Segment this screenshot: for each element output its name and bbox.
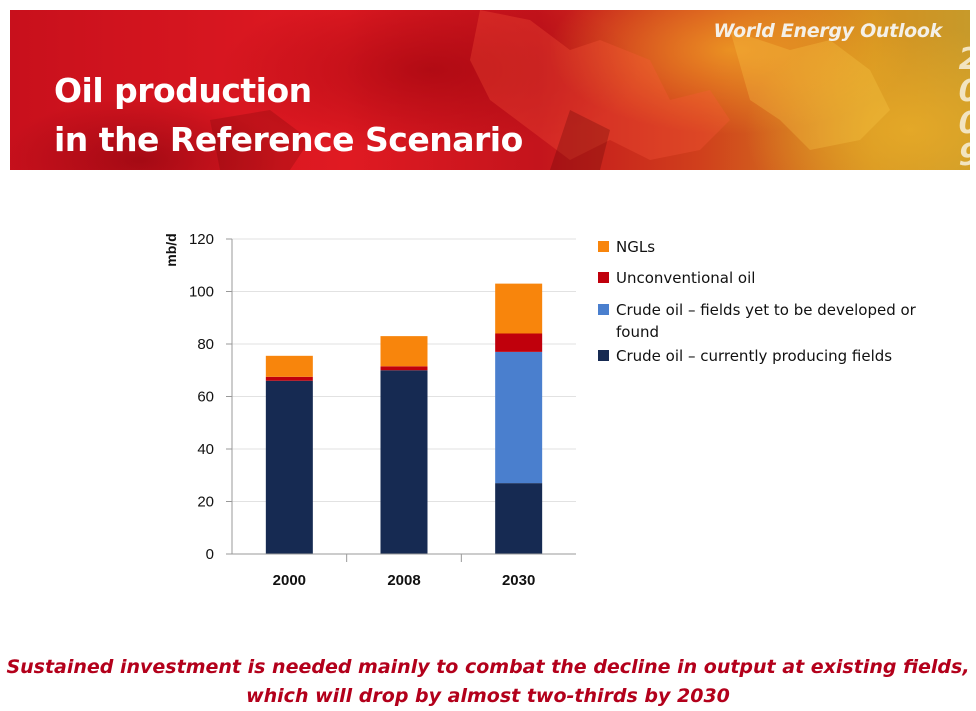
title-line-1: Oil production xyxy=(54,71,312,110)
legend-item-ngls: NGLs xyxy=(598,236,916,258)
y-tick-label: 80 xyxy=(197,336,214,353)
legend-item-crude-currently-producing: Crude oil – currently producing fields xyxy=(598,345,916,367)
legend-swatch xyxy=(598,350,609,361)
legend-swatch xyxy=(598,272,609,283)
page-title: Oil production in the Reference Scenario xyxy=(54,66,523,164)
y-tick-label: 100 xyxy=(189,284,214,301)
legend-label: NGLs xyxy=(616,238,656,256)
x-tick-label: 2000 xyxy=(273,572,306,589)
header-banner: Oil production in the Reference Scenario… xyxy=(10,10,970,170)
year-digit: 2 xyxy=(954,44,970,76)
chart-axes: 0 20 40 60 80 100 120 2000 2008 2030 xyxy=(189,231,576,589)
legend-label: Unconventional oil xyxy=(616,269,756,287)
y-tick-label: 0 xyxy=(206,546,214,563)
bar-segment xyxy=(265,355,313,377)
bar-segment xyxy=(380,370,428,554)
bar-segment xyxy=(495,333,543,352)
legend-swatch xyxy=(598,241,609,252)
y-axis-label: mb/d xyxy=(163,233,179,266)
bar-segment xyxy=(495,351,543,484)
year-vertical: 2 0 0 9 xyxy=(954,44,970,171)
world-map-background xyxy=(210,10,890,170)
caption-line-2: which will drop by almost two-thirds by … xyxy=(246,685,730,707)
slide-caption: Sustained investment is needed mainly to… xyxy=(0,653,976,711)
legend-item-unconventional-oil: Unconventional oil xyxy=(598,267,916,289)
bar-segment xyxy=(380,366,428,371)
brand-logo-text: World Energy Outlook xyxy=(713,20,943,42)
y-tick-label: 120 xyxy=(189,231,214,248)
x-tick-label: 2008 xyxy=(387,572,420,589)
legend-label: Crude oil – currently producing fields xyxy=(616,347,893,365)
legend-swatch xyxy=(598,304,609,315)
bar-segment xyxy=(380,336,428,367)
y-tick-label: 40 xyxy=(197,441,214,458)
year-digit: 0 xyxy=(954,76,970,108)
bar-segment xyxy=(265,376,313,381)
x-tick-label: 2030 xyxy=(502,572,535,589)
caption-line-1: Sustained investment is needed mainly to… xyxy=(6,656,970,678)
bar-segment xyxy=(495,283,543,334)
legend-label: Crude oil – fields yet to be developed o… xyxy=(616,301,916,341)
bar-segment xyxy=(265,380,313,554)
title-line-2: in the Reference Scenario xyxy=(54,120,523,159)
year-digit: 9 xyxy=(954,140,970,171)
year-digit: 0 xyxy=(954,108,970,140)
y-tick-label: 60 xyxy=(197,389,214,406)
chart-bars xyxy=(265,283,543,554)
legend-item-crude-yet-to-be-developed: Crude oil – fields yet to be developed o… xyxy=(598,299,916,343)
bar-segment xyxy=(495,483,543,554)
y-tick-label: 20 xyxy=(197,494,214,511)
